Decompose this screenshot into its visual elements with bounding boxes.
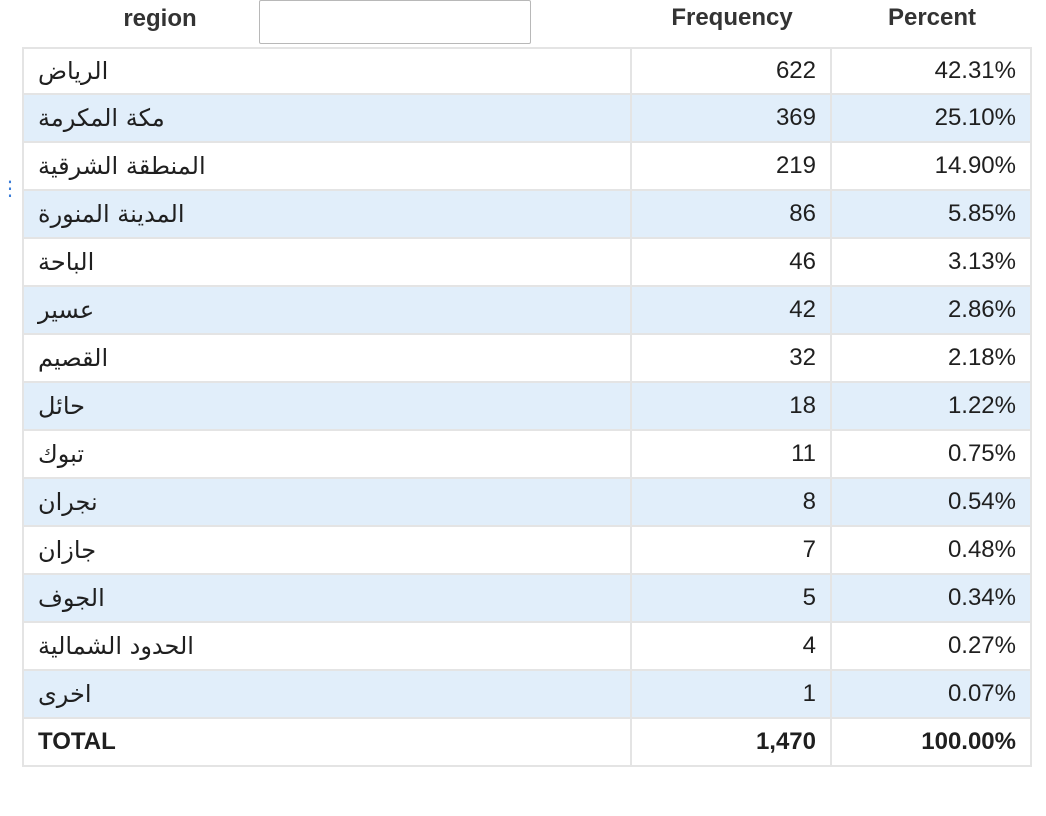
frequency-cell: 42 — [632, 287, 832, 335]
drag-handle-icon[interactable]: ⋮ — [0, 178, 20, 200]
region-cell: حائل — [22, 383, 632, 431]
total-row: TOTAL 1,470 100.00% — [22, 719, 1032, 767]
table-row: نجران 8 0.54% — [22, 479, 1032, 527]
percent-cell: 14.90% — [832, 143, 1032, 191]
percent-cell: 0.48% — [832, 527, 1032, 575]
frequency-cell: 7 — [632, 527, 832, 575]
region-cell: جازان — [22, 527, 632, 575]
frequency-cell: 369 — [632, 95, 832, 143]
frequency-cell: 8 — [632, 479, 832, 527]
percent-cell: 0.34% — [832, 575, 1032, 623]
region-cell: عسير — [22, 287, 632, 335]
percent-cell: 5.85% — [832, 191, 1032, 239]
region-cell: الحدود الشمالية — [22, 623, 632, 671]
frequency-cell: 11 — [632, 431, 832, 479]
table-row: القصيم 32 2.18% — [22, 335, 1032, 383]
table-row: تبوك 11 0.75% — [22, 431, 1032, 479]
percent-cell: 0.54% — [832, 479, 1032, 527]
region-cell: الجوف — [22, 575, 632, 623]
percent-cell: 0.07% — [832, 671, 1032, 719]
table-row: المدينة المنورة 86 5.85% — [22, 191, 1032, 239]
frequency-cell: 5 — [632, 575, 832, 623]
percent-column-header[interactable]: Percent — [887, 4, 977, 31]
frequency-cell: 86 — [632, 191, 832, 239]
frequency-cell: 219 — [632, 143, 832, 191]
frequency-table: الرياض 622 42.31% مكة المكرمة 369 25.10%… — [22, 47, 1032, 767]
region-cell: اخرى — [22, 671, 632, 719]
region-cell: المدينة المنورة — [22, 191, 632, 239]
percent-cell: 2.18% — [832, 335, 1032, 383]
region-cell: الرياض — [22, 47, 632, 95]
percent-cell: 25.10% — [832, 95, 1032, 143]
region-cell: الباحة — [22, 239, 632, 287]
table-row: الرياض 622 42.31% — [22, 47, 1032, 95]
table-row: جازان 7 0.48% — [22, 527, 1032, 575]
total-label: TOTAL — [22, 719, 632, 767]
percent-cell: 0.75% — [832, 431, 1032, 479]
region-cell: القصيم — [22, 335, 632, 383]
table-row: الباحة 46 3.13% — [22, 239, 1032, 287]
table-row: حائل 18 1.22% — [22, 383, 1032, 431]
table-row: الجوف 5 0.34% — [22, 575, 1032, 623]
table-row: عسير 42 2.86% — [22, 287, 1032, 335]
region-cell: المنطقة الشرقية — [22, 143, 632, 191]
total-frequency: 1,470 — [632, 719, 832, 767]
table-row: مكة المكرمة 369 25.10% — [22, 95, 1032, 143]
frequency-cell: 32 — [632, 335, 832, 383]
frequency-cell: 4 — [632, 623, 832, 671]
percent-cell: 1.22% — [832, 383, 1032, 431]
region-column-header[interactable]: region — [123, 5, 197, 32]
frequency-cell: 18 — [632, 383, 832, 431]
frequency-cell: 46 — [632, 239, 832, 287]
frequency-cell: 622 — [632, 47, 832, 95]
region-cell: مكة المكرمة — [22, 95, 632, 143]
total-percent: 100.00% — [832, 719, 1032, 767]
region-cell: تبوك — [22, 431, 632, 479]
region-cell: نجران — [22, 479, 632, 527]
table-row: اخرى 1 0.07% — [22, 671, 1032, 719]
frequency-column-header[interactable]: Frequency — [671, 4, 793, 31]
table-row: الحدود الشمالية 4 0.27% — [22, 623, 1032, 671]
percent-cell: 3.13% — [832, 239, 1032, 287]
region-filter-input[interactable] — [259, 0, 531, 44]
percent-cell: 0.27% — [832, 623, 1032, 671]
percent-cell: 2.86% — [832, 287, 1032, 335]
table-row: المنطقة الشرقية 219 14.90% — [22, 143, 1032, 191]
frequency-cell: 1 — [632, 671, 832, 719]
percent-cell: 42.31% — [832, 47, 1032, 95]
